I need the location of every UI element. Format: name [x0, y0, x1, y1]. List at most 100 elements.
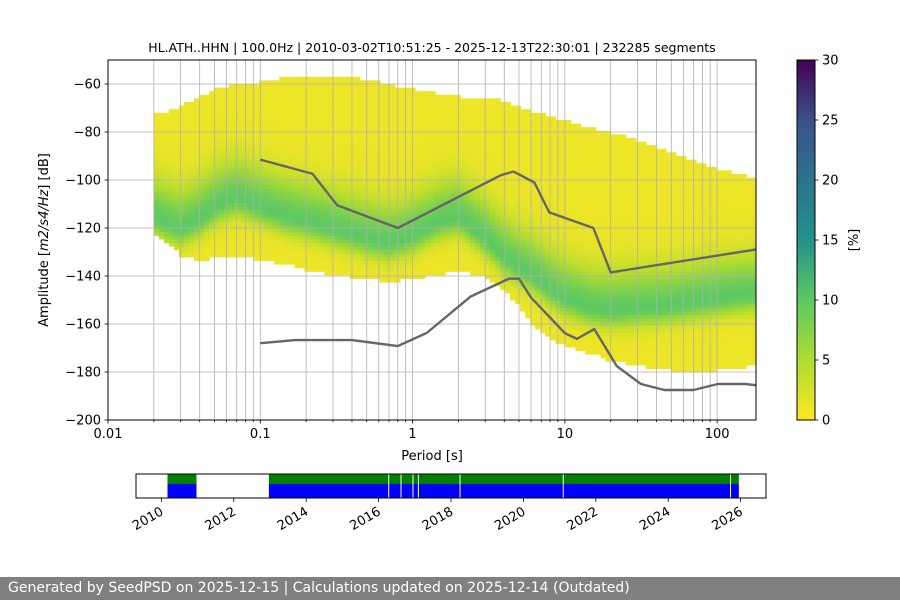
- psd-density-cell: [324, 98, 331, 103]
- psd-density-cell: [570, 260, 577, 265]
- psd-density-cell: [249, 206, 255, 211]
- psd-density-cell: [204, 98, 210, 103]
- psd-density-cell: [414, 246, 421, 251]
- psd-density-cell: [540, 325, 547, 330]
- psd-density-cell: [199, 224, 205, 229]
- psd-density-cell: [620, 145, 627, 150]
- psd-density-cell: [289, 76, 296, 81]
- psd-density-cell: [480, 271, 486, 276]
- psd-density-cell: [324, 148, 331, 153]
- psd-density-cell: [384, 120, 391, 125]
- psd-density-cell: [600, 346, 607, 351]
- psd-density-cell: [520, 195, 526, 200]
- psd-density-cell: [424, 206, 431, 211]
- psd-density-cell: [429, 260, 436, 265]
- psd-density-cell: [454, 148, 461, 153]
- psd-density-cell: [590, 267, 597, 272]
- psd-density-cell: [193, 195, 200, 200]
- psd-density-cell: [620, 231, 627, 236]
- psd-density-cell: [419, 127, 426, 132]
- psd-density-cell: [585, 274, 592, 279]
- psd-density-cell: [384, 210, 391, 215]
- psd-density-cell: [615, 195, 622, 200]
- psd-density-cell: [585, 195, 592, 200]
- psd-density-cell: [239, 220, 245, 225]
- psd-density-cell: [469, 123, 476, 128]
- psd-density-cell: [429, 130, 436, 135]
- psd-density-cell: [399, 98, 406, 103]
- psd-density-cell: [364, 102, 371, 107]
- psd-density-cell: [419, 188, 426, 193]
- psd-density-cell: [570, 127, 577, 132]
- psd-density-cell: [214, 112, 220, 117]
- psd-density-cell: [404, 181, 411, 186]
- psd-density-cell: [239, 231, 245, 236]
- psd-density-cell: [349, 170, 356, 175]
- psd-density-cell: [309, 159, 316, 164]
- psd-density-cell: [264, 94, 271, 99]
- psd-density-cell: [239, 181, 245, 186]
- psd-density-cell: [510, 253, 516, 258]
- psd-density-cell: [214, 220, 220, 225]
- psd-density-cell: [404, 141, 411, 146]
- psd-density-cell: [610, 336, 617, 341]
- psd-density-cell: [490, 145, 496, 150]
- psd-density-cell: [269, 213, 276, 218]
- psd-density-cell: [354, 242, 361, 247]
- psd-density-cell: [485, 159, 491, 164]
- psd-density-cell: [299, 87, 306, 92]
- psd-density-cell: [495, 152, 501, 157]
- psd-density-cell: [269, 116, 276, 121]
- psd-density-cell: [379, 188, 386, 193]
- psd-density-cell: [444, 213, 451, 218]
- psd-density-cell: [249, 199, 255, 204]
- psd-density-cell: [204, 116, 210, 121]
- psd-density-cell: [334, 98, 341, 103]
- psd-density-cell: [454, 105, 461, 110]
- psd-density-cell: [620, 246, 627, 251]
- psd-density-cell: [565, 343, 572, 348]
- psd-density-cell: [178, 127, 185, 132]
- psd-density-cell: [254, 98, 261, 103]
- psd-density-cell: [173, 148, 180, 153]
- psd-density-cell: [279, 210, 286, 215]
- psd-density-cell: [580, 152, 587, 157]
- psd-density-cell: [173, 127, 180, 132]
- psd-density-cell: [294, 156, 301, 161]
- psd-density-cell: [309, 148, 316, 153]
- psd-density-cell: [480, 170, 486, 175]
- psd-density-cell: [560, 285, 567, 290]
- psd-density-cell: [209, 231, 215, 236]
- psd-density-cell: [294, 249, 301, 254]
- psd-density-cell: [464, 235, 471, 240]
- psd-density-cell: [620, 249, 627, 254]
- psd-density-cell: [490, 267, 496, 272]
- psd-density-cell: [304, 127, 311, 132]
- psd-density-cell: [209, 130, 215, 135]
- psd-density-cell: [545, 220, 552, 225]
- psd-density-cell: [444, 181, 451, 186]
- psd-density-cell: [274, 159, 281, 164]
- psd-density-cell: [464, 184, 471, 189]
- psd-density-cell: [219, 192, 225, 197]
- psd-density-cell: [490, 253, 496, 258]
- psd-density-cell: [545, 174, 552, 179]
- psd-density-cell: [339, 217, 346, 222]
- psd-density-cell: [324, 206, 331, 211]
- psd-density-cell: [449, 188, 456, 193]
- psd-density-cell: [369, 123, 376, 128]
- psd-density-cell: [344, 102, 351, 107]
- psd-density-cell: [264, 217, 271, 222]
- psd-density-cell: [590, 332, 597, 337]
- psd-density-cell: [530, 127, 537, 132]
- psd-density-cell: [364, 249, 371, 254]
- psd-density-cell: [224, 195, 230, 200]
- psd-density-cell: [284, 145, 291, 150]
- psd-density-cell: [419, 170, 426, 175]
- psd-density-cell: [454, 120, 461, 125]
- psd-density-cell: [214, 235, 220, 240]
- psd-density-cell: [600, 138, 607, 143]
- psd-density-cell: [500, 184, 506, 189]
- psd-density-cell: [254, 224, 261, 229]
- psd-density-cell: [359, 145, 366, 150]
